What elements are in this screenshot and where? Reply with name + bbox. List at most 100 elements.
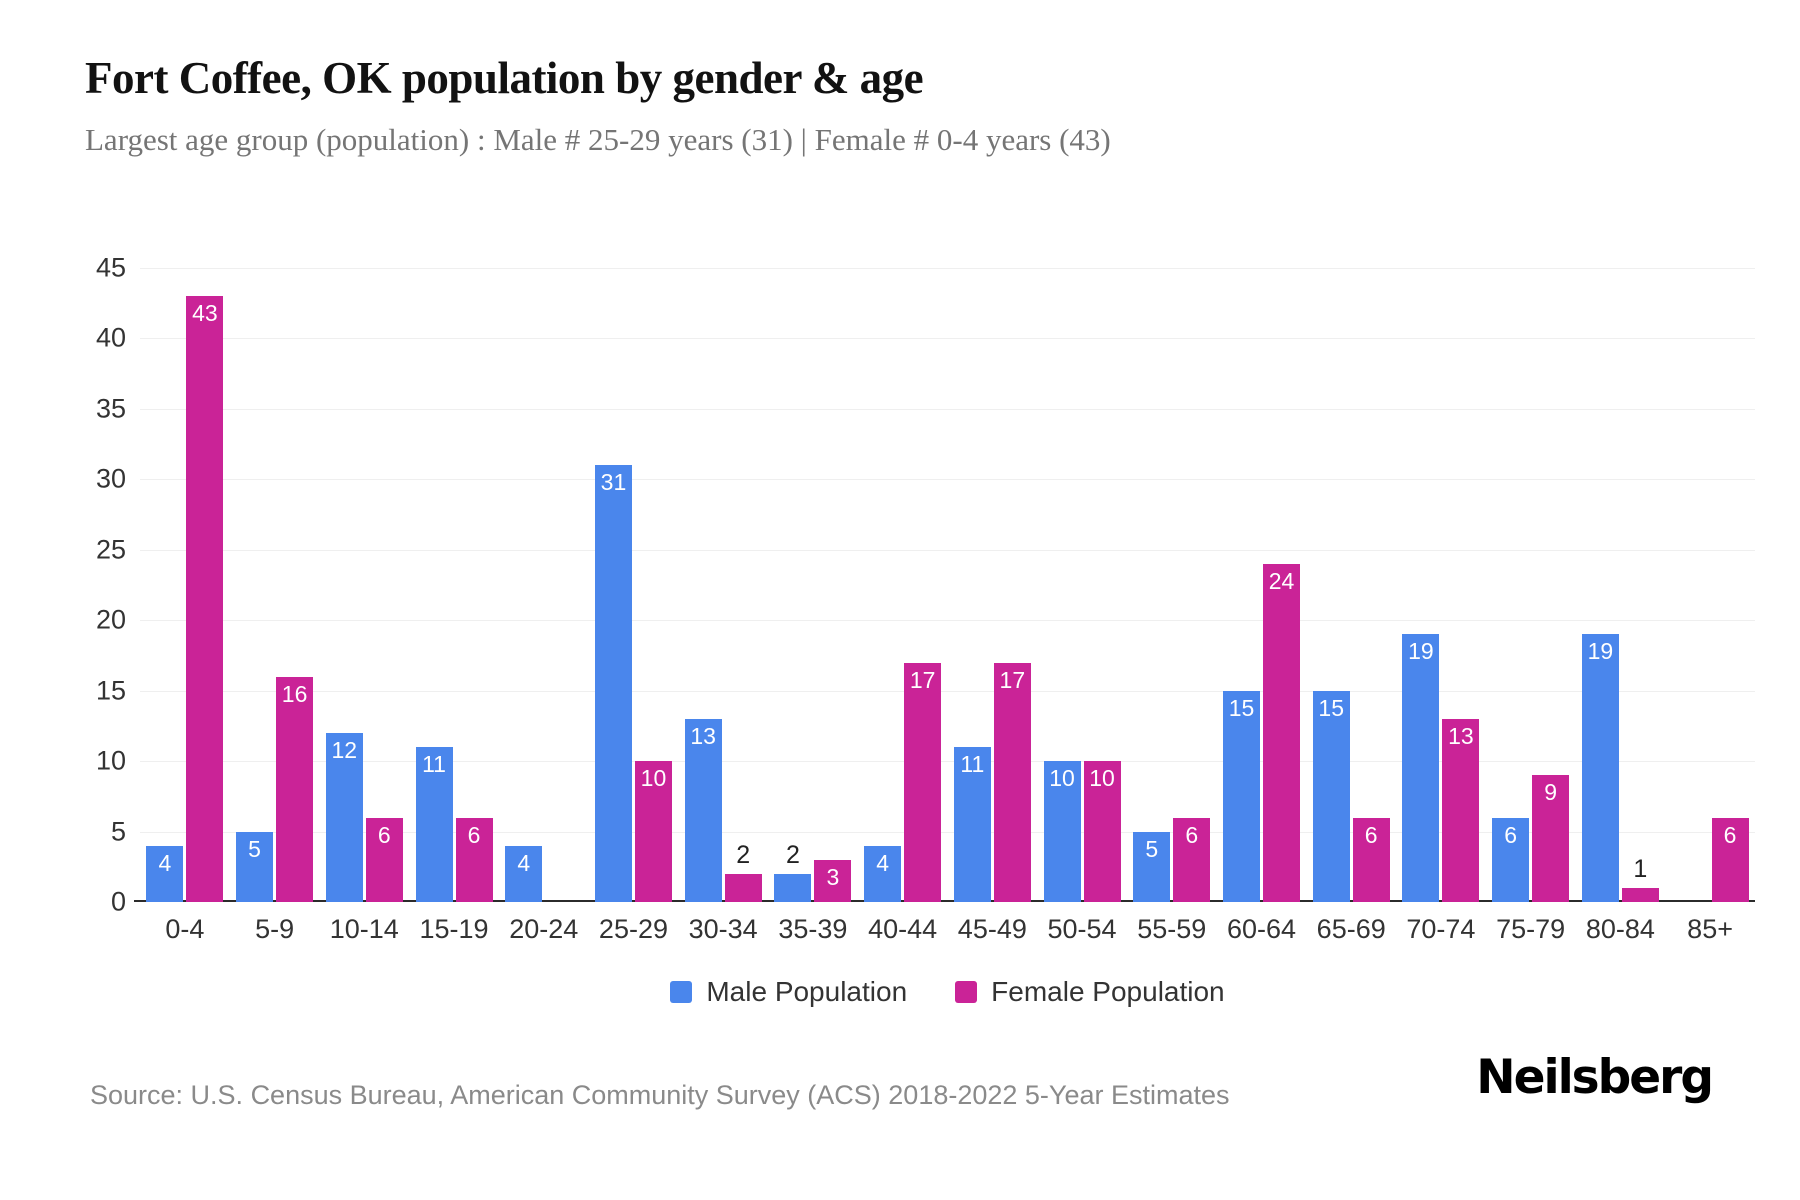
bar-male-35-39: 2	[774, 841, 812, 902]
value-label: 43	[192, 300, 218, 327]
y-tick-label: 0	[110, 886, 126, 917]
legend-label: Male Population	[706, 976, 908, 1007]
y-tick-label: 20	[95, 604, 126, 635]
gridline	[140, 409, 1755, 410]
value-label: 19	[1408, 638, 1434, 665]
bar-male-20-24: 4	[505, 845, 543, 902]
value-label: 12	[331, 736, 358, 763]
bar-group-0-4: 4 43	[140, 268, 230, 902]
bar-group-60-64: 15 24	[1217, 268, 1307, 902]
bar-female-25-29: 10	[634, 761, 672, 902]
bar-female-60-64: 24	[1262, 563, 1300, 902]
legend-label: Female Population	[991, 976, 1225, 1007]
bar-male-25-29: 31	[594, 465, 632, 902]
gridline	[140, 550, 1755, 551]
bar-female-80-84: 1	[1621, 855, 1659, 902]
value-label: 6	[377, 821, 391, 848]
bar-group-85+: 6	[1665, 268, 1755, 902]
bar-group-50-54: 10 10	[1037, 268, 1127, 902]
x-tick-label-55-59: 55-59	[1137, 914, 1207, 944]
x-tick-label-25-29: 25-29	[598, 914, 668, 944]
bar-group-20-24: 4	[499, 268, 589, 902]
gridline	[140, 832, 1755, 833]
bar-female-70-74: 13	[1442, 718, 1480, 902]
bar-male-60-64: 15	[1222, 690, 1260, 902]
bar-group-40-44: 4 17	[858, 268, 948, 902]
bar-male-70-74: 19	[1402, 634, 1440, 902]
bar-group-80-84: 19 1	[1576, 268, 1666, 902]
x-axis-line	[134, 900, 1755, 902]
value-label: 6	[1504, 821, 1518, 848]
bar-male-10-14: 12	[325, 732, 363, 902]
value-label: 11	[422, 751, 446, 777]
y-tick-label: 5	[110, 816, 126, 847]
value-label: 15	[1318, 694, 1344, 721]
value-label: 4	[876, 849, 889, 876]
bar-female-85+: 6	[1711, 817, 1749, 902]
value-label: 17	[999, 666, 1026, 693]
gridline	[140, 761, 1755, 762]
bar-female-10-14: 6	[365, 817, 403, 902]
value-label: 16	[281, 680, 308, 707]
value-label: 4	[517, 849, 531, 876]
gridline	[140, 268, 1755, 269]
bar-female-55-59: 6	[1173, 817, 1211, 902]
x-tick-label-30-34: 30-34	[688, 914, 758, 944]
bar-female-5-9: 16	[276, 676, 314, 902]
value-label: 11	[960, 751, 985, 777]
gridline	[140, 691, 1755, 692]
legend-swatch-female	[955, 981, 978, 1003]
x-tick-label-10-14: 10-14	[329, 914, 399, 944]
x-tick-label-85+: 85+	[1687, 914, 1733, 944]
bar-male-55-59: 5	[1133, 831, 1171, 902]
legend-item-male: Male Population	[670, 976, 907, 1008]
value-label: 13	[690, 722, 716, 749]
bar-group-5-9: 5 16	[230, 268, 320, 902]
x-tick-label-35-39: 35-39	[778, 914, 848, 944]
chart-subtitle: Largest age group (population) : Male # …	[85, 122, 1111, 157]
bar-male-80-84: 19	[1581, 634, 1619, 902]
legend: Male Population Female Population	[140, 976, 1755, 1008]
bar-group-30-34: 13 2	[678, 268, 768, 902]
bar-female-65-69: 6	[1352, 817, 1390, 902]
bars: 4 43 5 16 12 6 11 6 4 31 10 13 2 2 3 4 17 11 17 10 10 5 6 15 24 1…	[140, 268, 1755, 902]
y-tick-label: 40	[95, 322, 126, 353]
bar-group-45-49: 11 17	[947, 268, 1037, 902]
value-label: 10	[1089, 765, 1115, 792]
source-text: Source: U.S. Census Bureau, American Com…	[90, 1080, 1230, 1110]
x-tick-label-0-4: 0-4	[165, 914, 205, 944]
value-label: 24	[1268, 567, 1295, 594]
legend-item-female: Female Population	[955, 976, 1225, 1008]
value-label: 17	[909, 666, 936, 693]
x-tick-label-70-74: 70-74	[1406, 914, 1476, 944]
y-tick-label: 35	[95, 393, 126, 424]
y-tick-label: 25	[95, 534, 126, 565]
value-label: 6	[1723, 821, 1737, 848]
page-title: Fort Coffee, OK population by gender & a…	[85, 53, 924, 103]
x-tick-label-15-19: 15-19	[419, 914, 489, 944]
x-tick-label-20-24: 20-24	[509, 914, 579, 944]
bar-male-65-69: 15	[1312, 690, 1350, 902]
gridline	[140, 479, 1755, 480]
gridlines	[134, 268, 1755, 902]
x-tick-label-40-44: 40-44	[868, 914, 938, 944]
x-tick-label-65-69: 65-69	[1316, 914, 1386, 944]
value-label: 4	[158, 849, 172, 876]
value-label: 1	[1633, 854, 1648, 883]
x-tick-label-50-54: 50-54	[1047, 914, 1117, 944]
bar-male-75-79: 6	[1492, 817, 1530, 902]
y-tick-label: 10	[95, 745, 126, 776]
value-label: 9	[1544, 779, 1558, 806]
bar-group-15-19: 11 6	[409, 268, 499, 902]
x-axis-labels: 0-4 5-9 10-14 15-19 20-24 25-29 30-34 35-39 40-4…	[140, 914, 1755, 945]
value-label: 31	[600, 469, 627, 496]
bar-male-50-54: 10	[1043, 761, 1081, 902]
value-label: 10	[640, 765, 667, 792]
y-axis-labels: 0 5 10 15 20 25 30 35 40 45	[0, 254, 126, 915]
gridline	[140, 620, 1755, 621]
bar-male-30-34: 13	[684, 718, 722, 902]
bar-female-40-44: 17	[904, 662, 942, 902]
bar-male-45-49: 11	[953, 747, 991, 902]
